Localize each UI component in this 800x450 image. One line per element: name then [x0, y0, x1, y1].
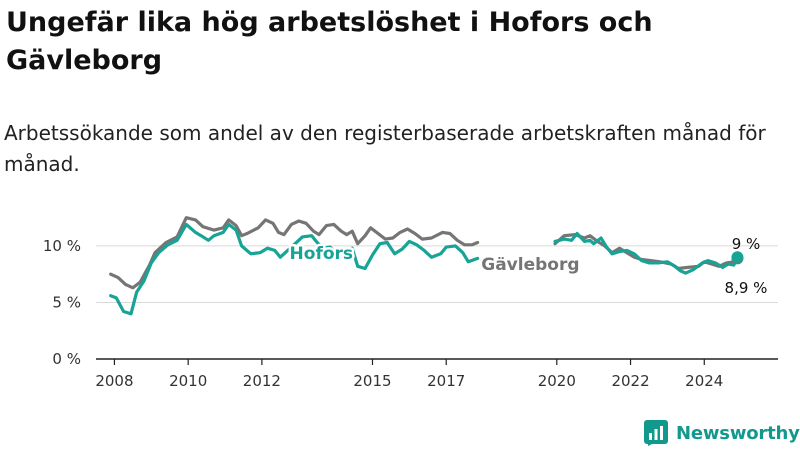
series-label-gavleborg: Gävleborg	[481, 255, 579, 275]
y-tick-label: 5 %	[52, 293, 81, 311]
x-tick-label: 2015	[353, 372, 391, 390]
y-tick-label: 0 %	[52, 350, 81, 368]
x-tick-label: 2012	[243, 372, 281, 390]
series-label-hofors-halo: Hofors	[290, 244, 353, 264]
y-tick-label: 10 %	[43, 237, 81, 255]
series-label-gavleborg-halo: Gävleborg	[481, 255, 579, 275]
series-label-hofors: Hofors	[290, 244, 353, 264]
newsworthy-logo[interactable]: Newsworthy	[644, 420, 800, 446]
end-label-hofors: 9 %	[732, 235, 761, 253]
x-tick-label: 2008	[95, 372, 133, 390]
series-line-hofors	[109, 222, 739, 316]
chart-subtitle: Arbetssökande som andel av den registerb…	[4, 121, 766, 176]
x-tick-label: 2020	[538, 372, 576, 390]
series-end-marker-hofors	[731, 251, 744, 264]
x-tick-label: 2024	[685, 372, 723, 390]
x-tick-label: 2010	[169, 372, 207, 390]
chart-title: Ungefär lika hög arbetslöshet i Hofors o…	[6, 7, 653, 76]
x-tick-label: 2022	[611, 372, 649, 390]
newsworthy-logo-text: Newsworthy	[676, 422, 800, 444]
newsworthy-logo-icon	[644, 420, 668, 446]
series-line-gavleborg	[109, 216, 739, 290]
x-tick-label: 2017	[427, 372, 465, 390]
end-label-gavleborg: 8,9 %	[725, 279, 768, 297]
